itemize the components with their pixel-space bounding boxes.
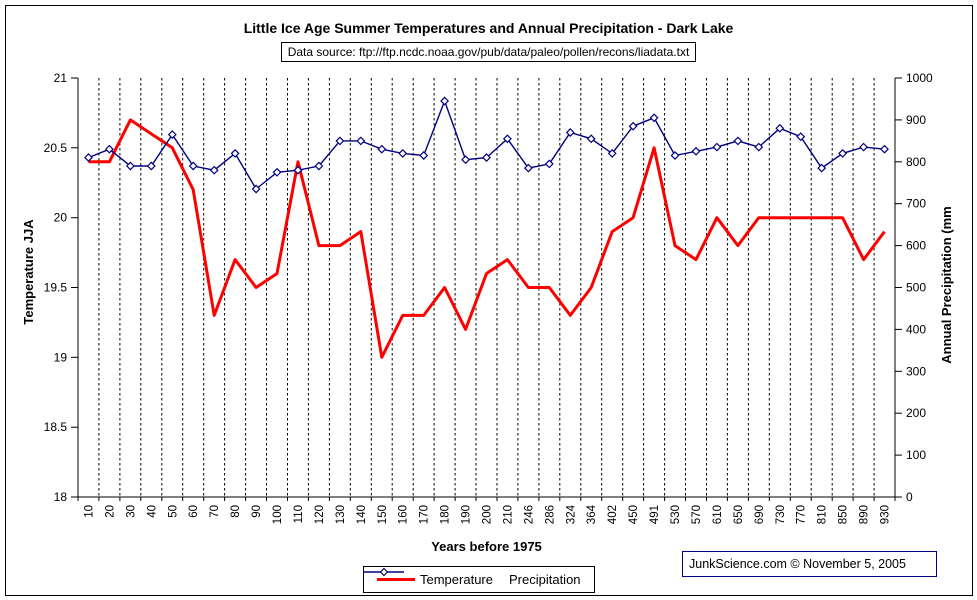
svg-text:690: 690 xyxy=(754,505,766,524)
svg-text:170: 170 xyxy=(419,505,431,524)
legend-item-temperature: Temperature xyxy=(377,572,493,587)
y-axis-left-title: Temperature JJA xyxy=(21,219,36,325)
svg-text:19: 19 xyxy=(54,350,68,364)
y-axis-left-ticks: 21 20.5 20 19.5 19 18.5 18 xyxy=(44,71,78,504)
svg-text:600: 600 xyxy=(906,239,926,253)
svg-text:570: 570 xyxy=(691,505,703,524)
svg-text:200: 200 xyxy=(906,406,926,420)
svg-text:18: 18 xyxy=(54,490,68,504)
svg-text:800: 800 xyxy=(906,155,926,169)
svg-text:90: 90 xyxy=(251,505,263,518)
svg-text:110: 110 xyxy=(293,505,305,523)
data-source-box: Data source: ftp://ftp.ncdc.noaa.gov/pub… xyxy=(280,42,697,62)
svg-text:900: 900 xyxy=(906,113,926,127)
svg-text:450: 450 xyxy=(628,505,640,524)
svg-text:400: 400 xyxy=(906,322,926,336)
svg-text:70: 70 xyxy=(209,505,221,518)
svg-text:810: 810 xyxy=(817,505,829,524)
precipitation-line-swatch xyxy=(364,567,404,577)
y-axis-right-title: Annual Precipitation (mm xyxy=(939,206,954,363)
svg-text:770: 770 xyxy=(796,505,808,524)
svg-text:60: 60 xyxy=(188,505,200,518)
temperature-line-swatch xyxy=(377,578,415,581)
precipitation-line xyxy=(88,98,885,191)
gridlines xyxy=(98,78,875,497)
svg-text:20: 20 xyxy=(54,211,68,225)
svg-text:930: 930 xyxy=(880,505,892,524)
svg-text:160: 160 xyxy=(398,505,410,524)
svg-text:890: 890 xyxy=(859,505,871,524)
svg-text:120: 120 xyxy=(314,505,326,524)
svg-text:286: 286 xyxy=(544,505,556,524)
svg-text:100: 100 xyxy=(272,505,284,524)
axes xyxy=(77,78,896,501)
svg-text:21: 21 xyxy=(54,71,68,85)
svg-text:610: 610 xyxy=(712,505,724,524)
svg-text:190: 190 xyxy=(461,505,473,524)
svg-text:18.5: 18.5 xyxy=(44,420,68,434)
svg-text:130: 130 xyxy=(335,505,347,524)
svg-text:210: 210 xyxy=(502,505,514,524)
legend-label-precipitation: Precipitation xyxy=(508,572,581,587)
svg-text:730: 730 xyxy=(775,505,787,524)
svg-text:19.5: 19.5 xyxy=(44,281,68,295)
x-axis-tick-labels: 10 20 30 40 50 60 70 80 90 100 110 120 130 140 150 160 1… xyxy=(84,504,892,524)
svg-text:100: 100 xyxy=(906,448,926,462)
svg-text:364: 364 xyxy=(586,504,598,524)
svg-text:246: 246 xyxy=(523,505,535,524)
svg-text:0: 0 xyxy=(906,490,913,504)
svg-text:324: 324 xyxy=(565,504,577,524)
legend: Temperature Precipitation xyxy=(363,566,595,593)
svg-text:1000: 1000 xyxy=(906,71,933,85)
svg-text:850: 850 xyxy=(838,505,850,524)
svg-text:50: 50 xyxy=(167,505,179,518)
precipitation-markers xyxy=(84,96,889,194)
svg-text:40: 40 xyxy=(146,505,158,518)
svg-text:20.5: 20.5 xyxy=(44,141,68,155)
credit-box: JunkScience.com © November 5, 2005 xyxy=(682,551,937,577)
svg-text:650: 650 xyxy=(733,505,745,524)
credit-text: JunkScience.com © November 5, 2005 xyxy=(689,557,906,571)
x-axis-title: Years before 1975 xyxy=(431,539,542,554)
svg-text:402: 402 xyxy=(607,505,619,524)
svg-text:180: 180 xyxy=(440,505,452,524)
svg-text:491: 491 xyxy=(649,505,661,524)
legend-label-temperature: Temperature xyxy=(420,572,493,587)
svg-text:20: 20 xyxy=(104,505,116,518)
svg-text:300: 300 xyxy=(906,364,926,378)
svg-text:500: 500 xyxy=(906,281,926,295)
svg-text:80: 80 xyxy=(230,505,242,518)
svg-text:140: 140 xyxy=(356,505,368,524)
svg-text:150: 150 xyxy=(377,505,389,524)
svg-text:10: 10 xyxy=(84,505,96,518)
svg-text:30: 30 xyxy=(125,505,137,518)
svg-text:200: 200 xyxy=(482,505,494,524)
legend-item-precipitation: Precipitation xyxy=(364,567,581,587)
temperature-line xyxy=(88,118,886,359)
chart-title: Little Ice Age Summer Temperatures and A… xyxy=(243,20,734,36)
source-row: Data source: ftp://ftp.ncdc.noaa.gov/pub… xyxy=(0,42,977,62)
svg-text:530: 530 xyxy=(670,505,682,524)
svg-text:700: 700 xyxy=(906,197,926,211)
